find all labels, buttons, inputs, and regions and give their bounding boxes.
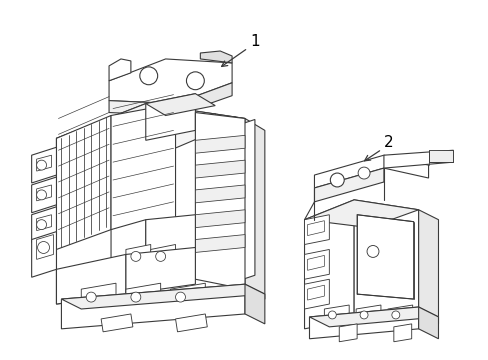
- Polygon shape: [418, 210, 438, 324]
- Text: 2: 2: [383, 135, 393, 150]
- Polygon shape: [37, 185, 51, 201]
- Polygon shape: [244, 118, 264, 299]
- Polygon shape: [355, 305, 380, 325]
- Polygon shape: [304, 249, 328, 279]
- Polygon shape: [304, 200, 353, 329]
- Polygon shape: [37, 155, 51, 171]
- Polygon shape: [339, 324, 356, 342]
- Polygon shape: [314, 155, 427, 188]
- Polygon shape: [387, 305, 412, 325]
- Polygon shape: [145, 215, 195, 264]
- Polygon shape: [356, 215, 413, 299]
- Circle shape: [327, 311, 336, 319]
- Polygon shape: [427, 150, 452, 162]
- Polygon shape: [175, 314, 207, 332]
- Polygon shape: [101, 314, 133, 332]
- Polygon shape: [37, 235, 53, 260]
- Circle shape: [140, 67, 157, 85]
- Polygon shape: [37, 215, 51, 231]
- Polygon shape: [244, 284, 264, 324]
- Polygon shape: [150, 244, 175, 266]
- Polygon shape: [145, 94, 195, 140]
- Circle shape: [175, 292, 185, 302]
- Polygon shape: [170, 283, 205, 307]
- Polygon shape: [195, 160, 244, 178]
- Polygon shape: [61, 284, 244, 329]
- Polygon shape: [126, 247, 195, 294]
- Polygon shape: [309, 307, 438, 327]
- Circle shape: [357, 167, 369, 179]
- Polygon shape: [145, 104, 244, 299]
- Polygon shape: [200, 113, 215, 274]
- Circle shape: [391, 311, 399, 319]
- Circle shape: [37, 190, 46, 200]
- Circle shape: [37, 220, 46, 230]
- Polygon shape: [307, 285, 324, 300]
- Circle shape: [38, 242, 49, 253]
- Polygon shape: [32, 207, 56, 243]
- Polygon shape: [240, 120, 254, 280]
- Polygon shape: [56, 104, 244, 152]
- Polygon shape: [81, 283, 116, 307]
- Polygon shape: [304, 215, 328, 244]
- Polygon shape: [383, 150, 452, 168]
- Polygon shape: [111, 104, 175, 230]
- Circle shape: [186, 72, 204, 90]
- Polygon shape: [324, 305, 348, 325]
- Polygon shape: [307, 255, 324, 270]
- Polygon shape: [145, 94, 215, 116]
- Circle shape: [359, 311, 367, 319]
- Circle shape: [366, 246, 378, 257]
- Polygon shape: [195, 235, 244, 252]
- Polygon shape: [56, 104, 145, 304]
- Polygon shape: [32, 147, 56, 183]
- Polygon shape: [195, 135, 244, 153]
- Polygon shape: [56, 255, 126, 304]
- Circle shape: [37, 160, 46, 170]
- Circle shape: [131, 251, 141, 261]
- Polygon shape: [56, 116, 111, 249]
- Polygon shape: [418, 307, 438, 339]
- Polygon shape: [304, 279, 328, 309]
- Polygon shape: [195, 185, 244, 203]
- Circle shape: [131, 292, 141, 302]
- Text: 1: 1: [249, 33, 259, 49]
- Polygon shape: [109, 59, 131, 81]
- Circle shape: [330, 173, 344, 187]
- Polygon shape: [195, 210, 244, 228]
- Polygon shape: [109, 59, 232, 104]
- Polygon shape: [200, 51, 232, 63]
- Polygon shape: [353, 200, 418, 319]
- Polygon shape: [307, 221, 324, 235]
- Polygon shape: [175, 83, 232, 116]
- Polygon shape: [111, 220, 145, 274]
- Polygon shape: [304, 200, 418, 228]
- Polygon shape: [61, 284, 264, 309]
- Polygon shape: [393, 324, 411, 342]
- Polygon shape: [32, 231, 56, 277]
- Polygon shape: [309, 307, 418, 339]
- Circle shape: [86, 292, 96, 302]
- Polygon shape: [220, 117, 235, 277]
- Polygon shape: [126, 283, 161, 307]
- Polygon shape: [109, 100, 175, 116]
- Polygon shape: [126, 244, 150, 266]
- Circle shape: [155, 251, 165, 261]
- Polygon shape: [314, 168, 383, 202]
- Polygon shape: [32, 177, 56, 213]
- Polygon shape: [195, 113, 244, 289]
